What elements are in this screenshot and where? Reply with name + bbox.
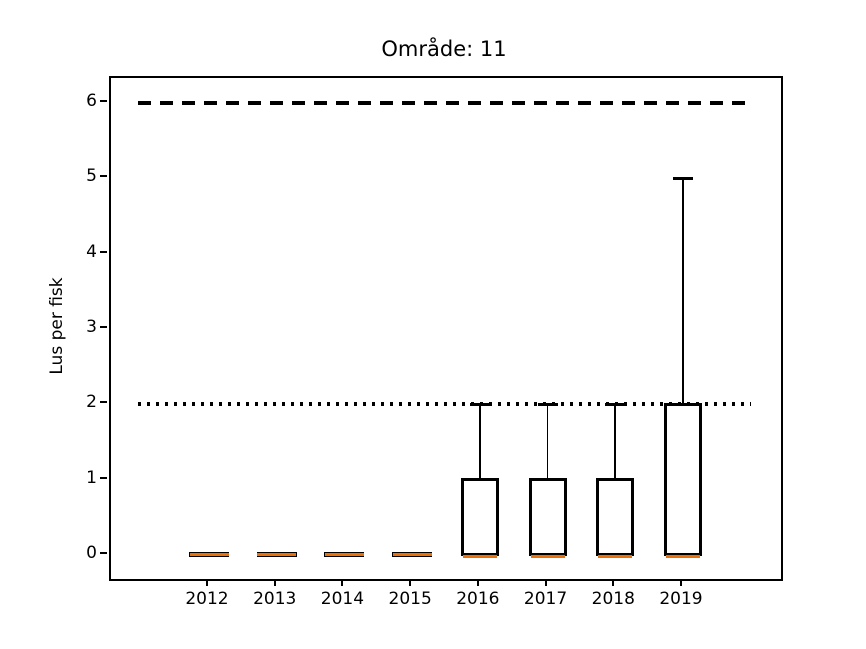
y-tick-label: 1 (86, 467, 97, 488)
y-tick-label: 6 (86, 90, 97, 111)
median-2013 (257, 553, 297, 557)
whisker-2017 (546, 404, 549, 480)
y-tick-label: 3 (86, 316, 97, 337)
x-tick-mark (476, 579, 479, 586)
x-tick-label: 2012 (185, 589, 229, 609)
y-tick-mark (100, 401, 107, 404)
x-tick-label: 2015 (388, 589, 432, 609)
x-tick-label: 2017 (523, 589, 568, 609)
x-tick-label: 2016 (456, 589, 500, 609)
y-tick-mark (100, 175, 107, 178)
median-2018 (598, 555, 633, 559)
y-tick-label: 2 (86, 392, 97, 413)
y-tick-label: 4 (86, 241, 97, 262)
whisker-2019 (682, 178, 684, 405)
whisker-2016 (479, 404, 481, 480)
whisker-cap-2017 (537, 402, 558, 406)
x-tick-label: 2019 (659, 589, 703, 609)
x-tick-label: 2018 (591, 589, 635, 609)
median-2012 (189, 553, 229, 557)
x-tick-mark (206, 579, 208, 586)
plot-area (109, 76, 783, 581)
x-tick-mark (273, 579, 276, 586)
median-2019 (666, 555, 700, 559)
y-tick-label: 0 (86, 542, 97, 563)
median-2016 (462, 555, 497, 559)
y-tick-mark (100, 99, 107, 102)
box-2016 (460, 478, 499, 557)
whisker-cap-2016 (469, 402, 490, 406)
chart-title: Område: 11 (381, 37, 507, 61)
x-tick-mark (680, 579, 682, 586)
y-tick-mark (100, 250, 107, 253)
x-tick-mark (544, 579, 547, 586)
dashed-limit-line (138, 101, 751, 105)
x-tick-mark (612, 579, 615, 586)
y-tick-mark (100, 325, 107, 328)
x-tick-mark (409, 579, 412, 586)
y-tick-label: 5 (86, 166, 97, 187)
x-tick-mark (341, 579, 344, 586)
y-tick-mark (100, 551, 107, 554)
median-2017 (530, 555, 565, 559)
box-2017 (528, 478, 567, 557)
box-2018 (596, 478, 635, 557)
whisker-cap-2019 (673, 176, 693, 180)
x-tick-label: 2013 (253, 589, 297, 609)
x-tick-label: 2014 (320, 589, 365, 609)
dotted-limit-line (138, 402, 751, 406)
whisker-cap-2018 (605, 402, 626, 406)
median-2015 (392, 553, 432, 557)
whisker-2018 (614, 404, 617, 480)
median-2014 (324, 553, 364, 557)
box-2019 (664, 402, 702, 557)
y-tick-mark (100, 476, 107, 479)
